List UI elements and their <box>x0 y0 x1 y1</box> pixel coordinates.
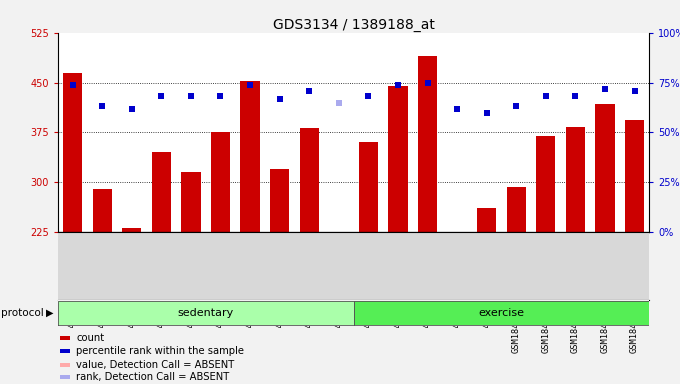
Bar <box>92 189 112 232</box>
Bar <box>388 86 407 232</box>
Bar <box>211 132 230 232</box>
Bar <box>477 208 496 232</box>
Text: sedentary: sedentary <box>177 308 234 318</box>
FancyBboxPatch shape <box>60 336 70 340</box>
Bar <box>241 81 260 232</box>
FancyBboxPatch shape <box>60 375 70 379</box>
Bar <box>152 152 171 232</box>
Text: protocol: protocol <box>1 308 44 318</box>
Bar <box>122 228 141 232</box>
Text: exercise: exercise <box>479 308 524 318</box>
Bar <box>359 142 378 232</box>
FancyBboxPatch shape <box>60 362 70 367</box>
Text: ▶: ▶ <box>46 308 54 318</box>
Text: percentile rank within the sample: percentile rank within the sample <box>76 346 244 356</box>
Bar <box>537 136 556 232</box>
Bar <box>507 187 526 232</box>
Bar <box>596 104 615 232</box>
Bar <box>300 128 319 232</box>
Bar <box>566 127 585 232</box>
Text: count: count <box>76 333 105 343</box>
Text: value, Detection Call = ABSENT: value, Detection Call = ABSENT <box>76 359 235 370</box>
Bar <box>182 172 201 232</box>
Bar <box>625 121 644 232</box>
Text: rank, Detection Call = ABSENT: rank, Detection Call = ABSENT <box>76 372 230 382</box>
Title: GDS3134 / 1389188_at: GDS3134 / 1389188_at <box>273 18 435 31</box>
Bar <box>418 56 437 232</box>
Bar <box>270 169 289 232</box>
Bar <box>63 73 82 232</box>
FancyBboxPatch shape <box>60 349 70 353</box>
